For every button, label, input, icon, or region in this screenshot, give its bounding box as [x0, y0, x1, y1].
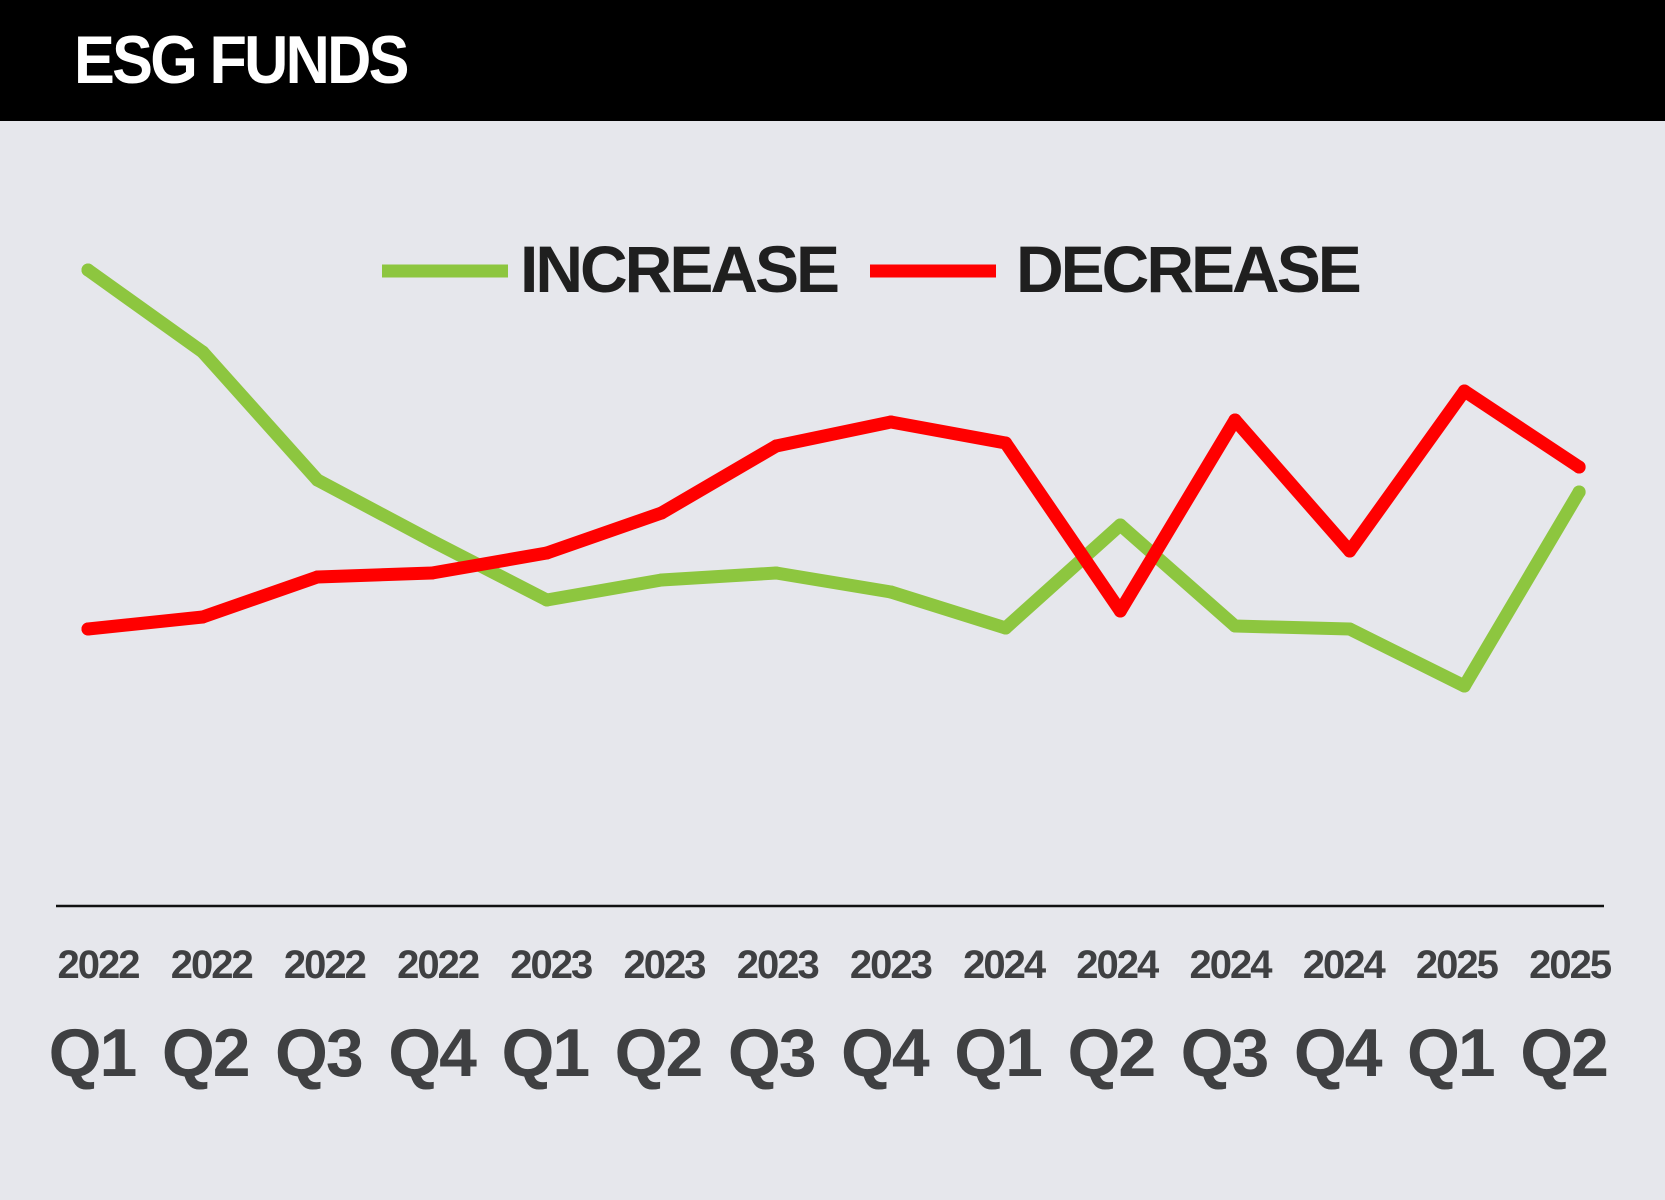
chart-title: ESG FUNDS — [74, 22, 409, 98]
data-point-increase — [769, 566, 783, 580]
data-point-increase — [1113, 518, 1127, 532]
data-point-decrease — [884, 415, 898, 429]
title-bar: ESG FUNDS — [0, 0, 1665, 121]
data-point-increase — [81, 263, 95, 277]
data-point-increase — [540, 593, 554, 607]
data-point-increase — [310, 473, 324, 487]
x-tick-quarter: Q2 — [162, 1015, 249, 1091]
x-tick-year: 2022 — [284, 943, 366, 987]
x-tick-quarter: Q3 — [275, 1015, 362, 1091]
data-point-decrease — [540, 546, 554, 560]
x-tick-year: 2025 — [1529, 943, 1612, 987]
data-point-increase — [1343, 622, 1357, 636]
data-point-decrease — [655, 506, 668, 520]
series-line-decrease — [81, 384, 1586, 636]
data-point-increase — [1457, 679, 1471, 693]
x-tick-year: 2022 — [58, 943, 140, 987]
data-point-decrease — [769, 439, 783, 453]
x-tick-year: 2023 — [737, 943, 819, 987]
series-layer — [81, 263, 1586, 693]
data-point-increase — [425, 534, 439, 548]
data-point-increase — [655, 573, 668, 587]
x-tick-year: 2023 — [624, 943, 706, 987]
data-point-decrease — [310, 570, 324, 584]
x-tick-year: 2022 — [171, 943, 253, 987]
x-tick-quarter: Q1 — [49, 1015, 136, 1091]
data-point-decrease — [1457, 384, 1471, 398]
x-tick-year: 2025 — [1416, 943, 1499, 987]
data-point-decrease — [1228, 413, 1242, 427]
x-tick-year: 2022 — [397, 943, 479, 987]
data-point-decrease — [1343, 544, 1357, 558]
x-tick-quarter: Q1 — [954, 1015, 1041, 1091]
data-point-decrease — [1572, 460, 1586, 474]
x-tick-year: 2024 — [1076, 943, 1160, 987]
x-tick-quarter: Q1 — [501, 1015, 588, 1091]
x-tick-year: 2023 — [850, 943, 932, 987]
data-point-increase — [1572, 485, 1586, 499]
legend-label-decrease: DECREASE — [1016, 232, 1360, 306]
data-point-decrease — [81, 622, 95, 636]
x-tick-quarter: Q3 — [728, 1015, 815, 1091]
x-tick-quarter: Q2 — [1067, 1015, 1154, 1091]
x-tick-year: 2024 — [1190, 943, 1274, 987]
data-point-increase — [1228, 619, 1242, 633]
data-point-decrease — [196, 610, 210, 624]
legend-label-increase: INCREASE — [520, 232, 838, 306]
legend: INCREASE DECREASE — [382, 232, 1363, 306]
x-tick-quarter: Q2 — [615, 1015, 702, 1091]
x-tick-year: 2024 — [1303, 943, 1387, 987]
x-tick-quarter: Q4 — [388, 1015, 477, 1091]
x-axis-ticks: 2022 Q1 2022 Q2 2022 Q3 2022 Q4 2023 Q1 2023 Q2 2023… — [49, 943, 1614, 1091]
x-tick-year: 2023 — [510, 943, 592, 987]
data-point-decrease — [999, 436, 1013, 450]
x-tick-quarter: Q4 — [841, 1015, 930, 1091]
data-point-decrease — [425, 566, 439, 580]
data-point-increase — [196, 345, 210, 359]
data-point-increase — [999, 621, 1013, 635]
series-line-increase — [81, 263, 1586, 693]
x-tick-quarter: Q3 — [1181, 1015, 1268, 1091]
x-tick-quarter: Q2 — [1520, 1015, 1607, 1091]
x-tick-year: 2024 — [963, 943, 1047, 987]
x-tick-quarter: Q1 — [1407, 1015, 1494, 1091]
data-point-increase — [884, 585, 898, 599]
data-point-decrease — [1113, 604, 1127, 618]
x-tick-quarter: Q4 — [1294, 1015, 1383, 1091]
